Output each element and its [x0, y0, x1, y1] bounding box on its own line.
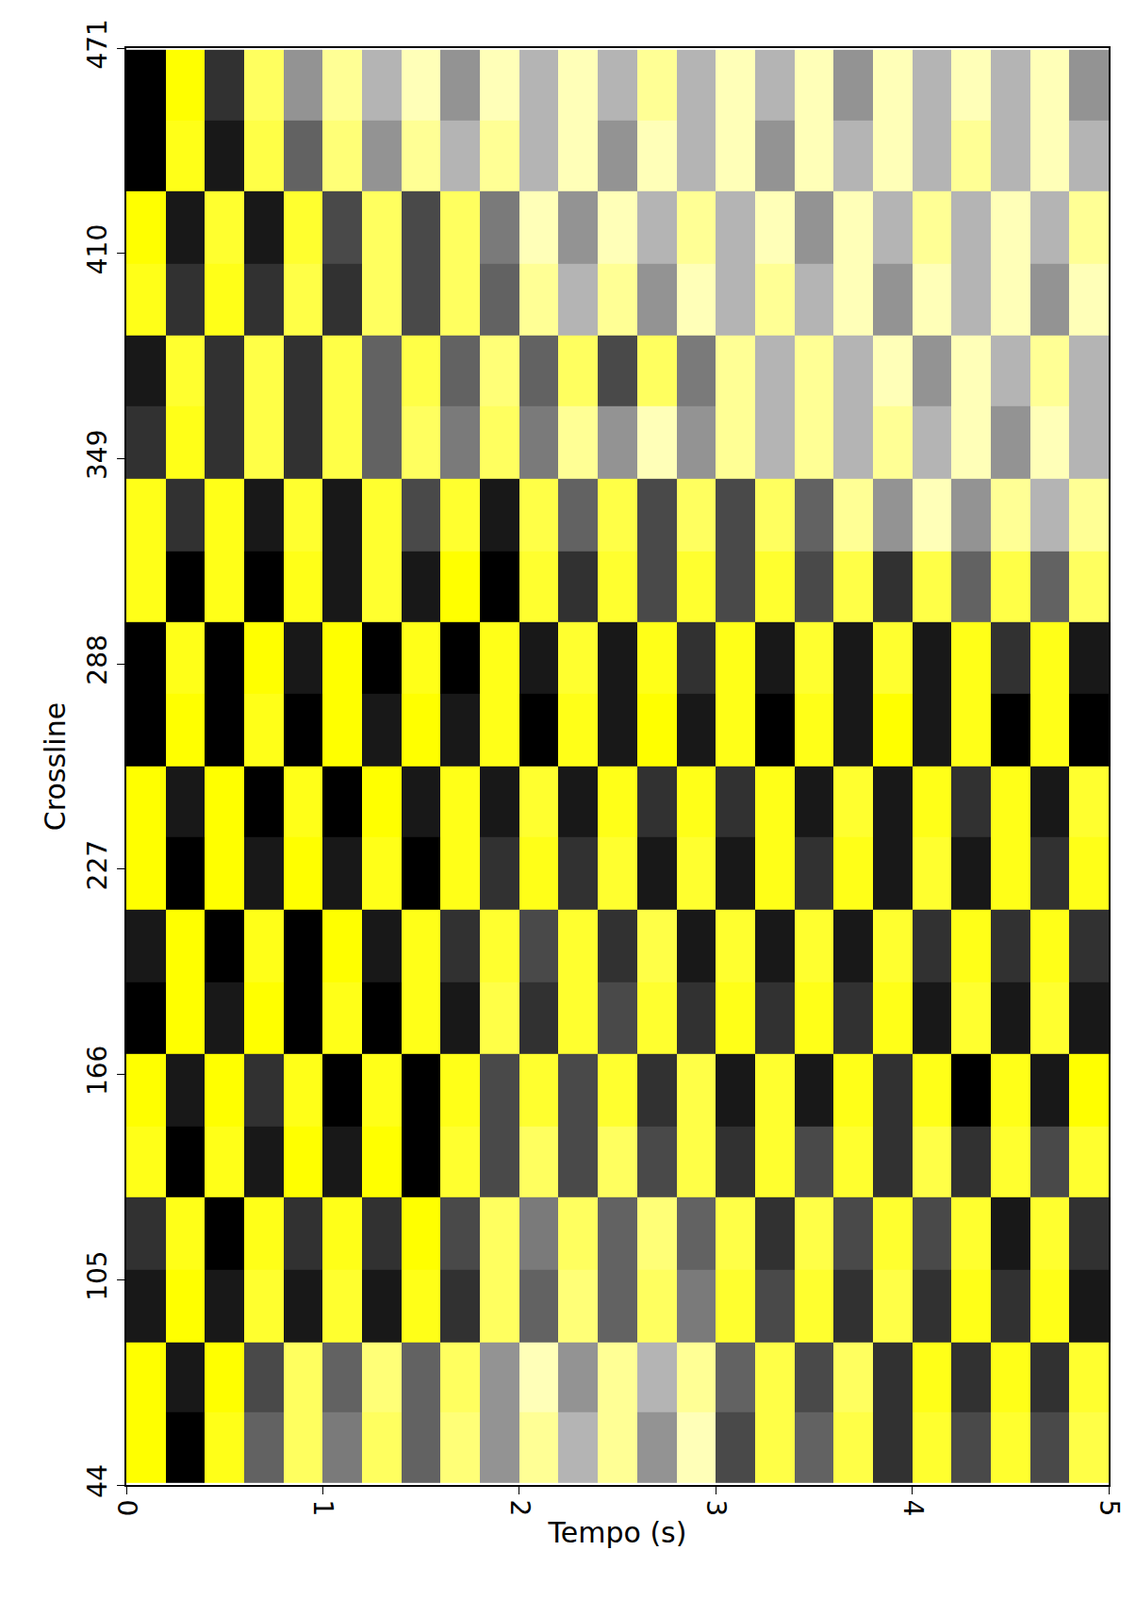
svg-text:1: 1 — [307, 1499, 339, 1517]
svg-text:410: 410 — [82, 224, 114, 275]
svg-text:4: 4 — [897, 1499, 929, 1517]
svg-text:349: 349 — [82, 429, 114, 480]
svg-text:44: 44 — [82, 1464, 114, 1499]
svg-text:166: 166 — [82, 1045, 114, 1096]
svg-text:Tempo (s): Tempo (s) — [547, 1515, 688, 1549]
svg-text:227: 227 — [82, 839, 114, 890]
svg-text:3: 3 — [700, 1499, 732, 1517]
svg-text:2: 2 — [504, 1499, 536, 1517]
svg-text:0: 0 — [111, 1499, 143, 1517]
svg-text:288: 288 — [82, 634, 114, 685]
svg-text:Crossline: Crossline — [38, 702, 72, 831]
svg-text:105: 105 — [82, 1250, 114, 1301]
svg-text:5: 5 — [1093, 1499, 1125, 1517]
svg-text:471: 471 — [82, 18, 114, 69]
